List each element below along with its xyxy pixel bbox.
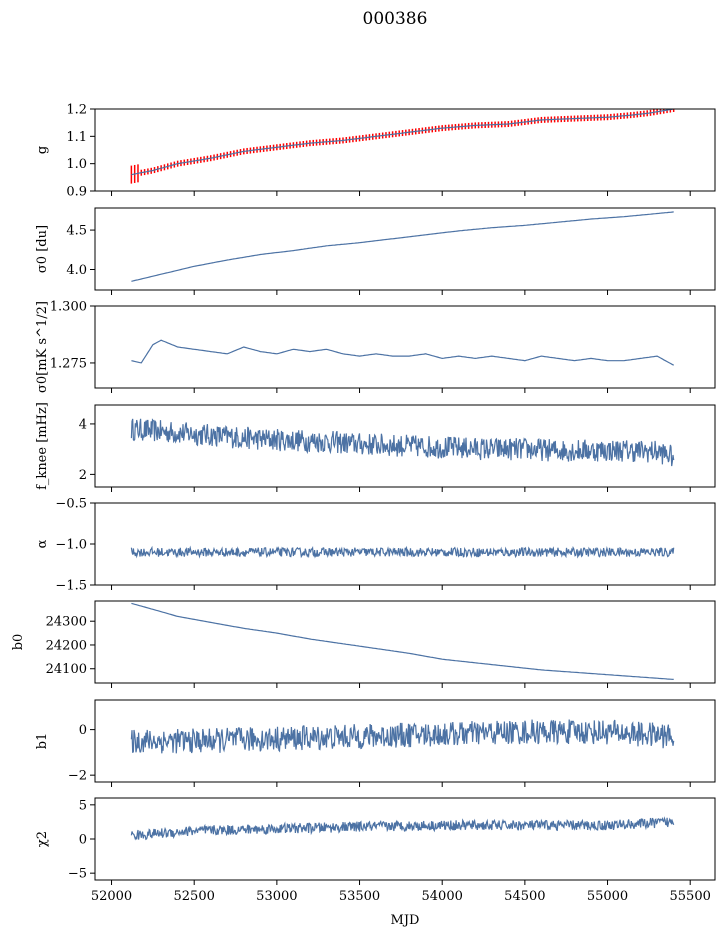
panel-2: 4.0 4.5 σ0 [du] [35, 207, 716, 295]
axes-frame [94, 305, 716, 389]
panel-1: 0.9 1.0 1.1 1.2 g [35, 103, 716, 200]
y-tick-label: 1.1 [66, 130, 87, 145]
y-tick-label: 4.0 [66, 263, 87, 278]
plot-area [131, 602, 674, 680]
y-tick-label: 2 [79, 468, 87, 483]
y-tick-label: 4 [79, 417, 87, 432]
panel-4: 2 4 f_knee [mHz] [35, 402, 716, 492]
series-line [130, 816, 675, 841]
series-line [131, 602, 674, 680]
series-line [131, 211, 674, 282]
x-tick-label: 52500 [174, 889, 215, 904]
axes-frame [94, 699, 716, 783]
y-tick-label: −0.5 [55, 497, 87, 512]
axes-frame [94, 404, 716, 488]
panel-8: −5 0 5 52000 52500 53000 53500 54000 54500 55000 5… [35, 797, 716, 904]
y-tick-label: −5 [68, 867, 87, 882]
y-tick-label: 24200 [46, 638, 87, 653]
panel-7: −2 0 b1 [35, 699, 716, 787]
series-line [131, 339, 674, 366]
y-axis-label: g [35, 146, 50, 154]
y-tick-label: 0 [79, 833, 87, 848]
x-tick-label: 52000 [91, 889, 132, 904]
y-tick-label: 24100 [46, 662, 87, 677]
x-tick-label: 55500 [670, 889, 711, 904]
plot-area [130, 719, 675, 754]
panel-6: 24100 24200 24300 b0 [11, 600, 716, 688]
axes-frame [94, 502, 716, 586]
series-line [130, 719, 675, 754]
axes-frame [94, 207, 716, 291]
plot-area [130, 545, 675, 559]
y-axis-label: α [35, 539, 50, 548]
y-tick-label: 0 [79, 723, 87, 738]
y-axis-label: f_knee [mHz] [35, 402, 50, 490]
x-tick-label: 54000 [422, 889, 463, 904]
series-line [130, 418, 675, 467]
plot-area [130, 418, 675, 467]
series-line [131, 109, 674, 176]
axes-frame [94, 600, 716, 684]
y-axis-label: b1 [35, 733, 50, 750]
x-axis-label: MJD [391, 913, 420, 928]
y-tick-label: −1.0 [55, 538, 87, 553]
x-tick-label: 55000 [587, 889, 628, 904]
plot-area [130, 816, 675, 841]
axes-frame [94, 108, 716, 192]
x-tick-label: 53500 [339, 889, 380, 904]
y-tick-label: 0.9 [66, 185, 87, 200]
x-tick-label: 53000 [256, 889, 297, 904]
y-tick-label: 4.5 [66, 224, 87, 239]
y-tick-label: 5 [79, 798, 87, 813]
y-tick-label: 1.0 [66, 157, 87, 172]
y-tick-label: 1.2 [66, 103, 87, 118]
axes-frame [94, 797, 716, 881]
series-line [130, 545, 675, 559]
panels-group: 0.9 1.0 1.1 1.2 g 4.0 4.5 σ0 [du] 1.275 1.300σ0[m… [11, 103, 716, 904]
plot-area [130, 109, 675, 184]
x-tick-label: 54500 [504, 889, 545, 904]
y-axis-label: χ2 [35, 831, 50, 847]
y-tick-label: 1.275 [50, 356, 87, 371]
plot-area [131, 211, 674, 282]
y-axis-label: σ0[mK s^1/2] [35, 301, 50, 393]
panel-5: −1.5 −1.0 −0.5 α [35, 497, 716, 594]
y-axis-label: σ0 [du] [35, 225, 50, 273]
plot-area [131, 339, 674, 366]
y-tick-label: −2 [68, 769, 87, 784]
y-tick-label: −1.5 [55, 579, 87, 594]
y-tick-label: 1.300 [50, 300, 87, 315]
y-axis-label: b0 [11, 634, 26, 651]
y-tick-label: 24300 [46, 615, 87, 630]
figure-title: 000386 [363, 9, 428, 29]
